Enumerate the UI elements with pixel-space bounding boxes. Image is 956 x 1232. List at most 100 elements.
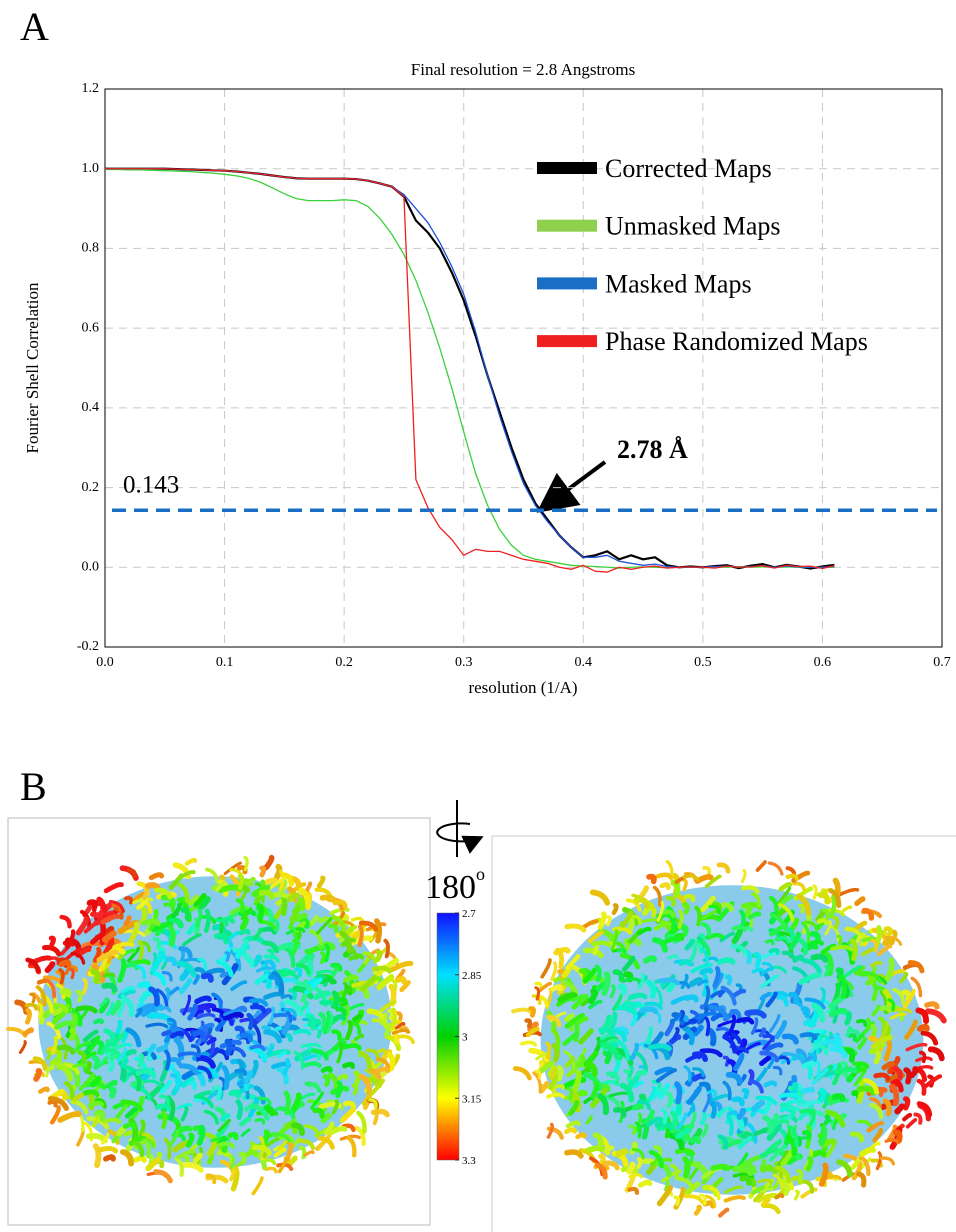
density-strand	[78, 1072, 95, 1091]
density-strand	[317, 941, 336, 951]
density-strand	[672, 1026, 680, 1041]
density-strand	[136, 899, 149, 910]
density-strand	[273, 863, 283, 881]
density-strand	[171, 902, 182, 919]
density-strand	[564, 1055, 575, 1068]
density-strand	[295, 981, 313, 994]
density-strand	[205, 1173, 217, 1185]
density-strand	[778, 881, 793, 892]
density-strand	[697, 979, 708, 987]
density-strand	[766, 1122, 783, 1141]
density-strand	[177, 1051, 201, 1058]
density-strand	[781, 1033, 799, 1045]
density-strand	[704, 874, 722, 888]
density-strand	[694, 873, 714, 884]
density-strand	[616, 1039, 630, 1061]
density-strand	[342, 1061, 356, 1069]
density-strand	[588, 999, 603, 1010]
density-strand	[879, 1021, 889, 1041]
density-strand	[258, 1135, 265, 1155]
density-strand	[708, 904, 721, 915]
density-strand	[694, 905, 702, 927]
density-strand	[262, 940, 280, 954]
density-strand	[605, 1071, 620, 1083]
density-strand	[93, 1110, 105, 1122]
density-strand	[180, 1104, 189, 1122]
density-strand	[685, 1029, 695, 1046]
density-strand	[6, 1026, 28, 1038]
density-strand	[251, 884, 271, 898]
density-strand	[630, 1042, 640, 1061]
density-strand	[351, 1014, 362, 1022]
density-strand	[667, 954, 679, 960]
density-strand	[802, 1179, 815, 1194]
density-strand	[712, 1176, 724, 1188]
density-strand	[57, 1111, 82, 1123]
density-strand	[117, 958, 127, 983]
density-strand	[264, 1166, 278, 1174]
density-strand	[293, 912, 308, 923]
density-strand	[759, 1050, 780, 1063]
density-strand	[677, 909, 684, 929]
density-strand	[574, 1047, 587, 1065]
density-strand	[879, 1156, 896, 1166]
density-strand	[307, 1082, 320, 1090]
density-strand	[103, 1040, 118, 1050]
density-strand	[110, 999, 122, 1016]
density-strand	[354, 1125, 366, 1147]
density-strand	[153, 887, 173, 900]
density-strand	[764, 1042, 784, 1052]
density-strand	[627, 1065, 634, 1078]
density-strand	[312, 1107, 325, 1119]
density-strand	[56, 1063, 74, 1082]
density-strand	[48, 935, 56, 947]
density-strand	[612, 969, 625, 982]
density-strand	[358, 1073, 373, 1096]
density-strand	[176, 1149, 196, 1160]
density-strand	[75, 1005, 98, 1014]
density-strand	[555, 947, 565, 970]
density-strand	[539, 1060, 555, 1074]
density-strand	[534, 1069, 542, 1080]
density-strand	[75, 989, 83, 1003]
density-strand	[179, 1162, 204, 1173]
density-strand	[782, 1052, 805, 1063]
density-strand	[168, 986, 180, 996]
density-strand	[631, 893, 650, 910]
density-strand	[653, 1086, 668, 1096]
density-strand	[70, 951, 86, 965]
density-strand	[59, 914, 72, 929]
y-tick-label: -0.2	[77, 639, 99, 654]
density-strand	[282, 1057, 291, 1076]
density-strand	[630, 914, 642, 925]
density-strand	[821, 908, 830, 920]
density-strand	[280, 872, 295, 887]
density-strand	[51, 1013, 64, 1025]
density-strand	[843, 964, 863, 978]
density-strand	[862, 1077, 879, 1095]
density-strand	[873, 1050, 882, 1065]
density-strand	[736, 1017, 755, 1025]
density-strand	[121, 1029, 129, 1044]
density-strand	[763, 1080, 778, 1088]
density-strand	[132, 1155, 147, 1163]
density-strand	[331, 914, 347, 933]
density-strand	[326, 1011, 334, 1033]
density-strand	[319, 951, 326, 965]
density-strand	[688, 977, 704, 988]
y-tick-label: 0.2	[82, 480, 100, 495]
density-strand	[228, 930, 240, 941]
density-strand	[348, 953, 365, 961]
density-strand	[520, 1040, 537, 1047]
density-strand	[288, 988, 297, 1001]
density-strand	[148, 872, 165, 881]
density-strand	[722, 1034, 738, 1054]
density-strand	[216, 1141, 236, 1149]
density-strand	[120, 1099, 144, 1112]
density-strand	[319, 1000, 342, 1011]
density-strand	[635, 1068, 648, 1077]
density-strand	[298, 887, 312, 910]
density-strand	[192, 1152, 203, 1164]
density-strand	[362, 951, 377, 964]
